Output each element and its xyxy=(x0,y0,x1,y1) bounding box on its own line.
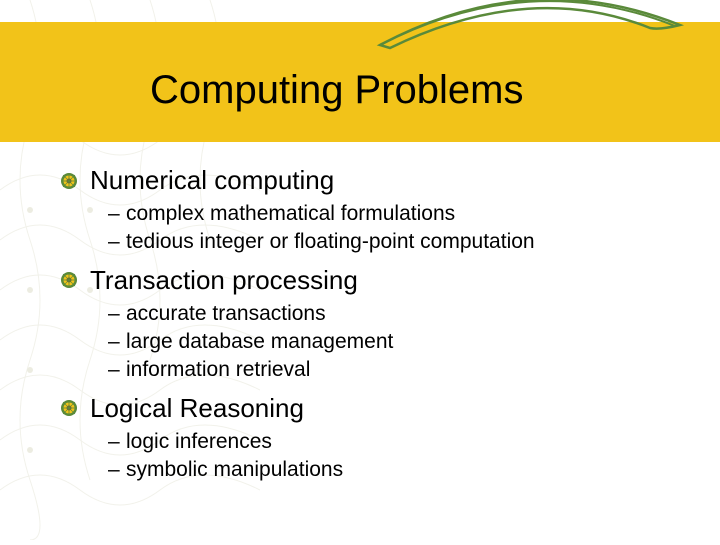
bullet-icon xyxy=(60,172,78,190)
topic-label: Logical Reasoning xyxy=(90,393,304,424)
sub-item-text: accurate transactions xyxy=(126,302,326,325)
sub-item-text: information retrieval xyxy=(126,358,310,381)
topic-item: Logical Reasoning xyxy=(60,393,680,424)
sub-list: –accurate transactions –large database m… xyxy=(108,300,680,385)
sub-item-text: complex mathematical formulations xyxy=(126,202,455,225)
sub-item-text: tedious integer or floating-point comput… xyxy=(126,230,535,253)
bullet-icon xyxy=(60,399,78,417)
sub-list: –complex mathematical formulations –tedi… xyxy=(108,200,680,257)
sub-item-text: logic inferences xyxy=(126,430,272,453)
topic-label: Numerical computing xyxy=(90,165,334,196)
content-area: Numerical computing –complex mathematica… xyxy=(60,165,680,490)
topic-item: Transaction processing xyxy=(60,265,680,296)
sub-item: –information retrieval xyxy=(108,356,680,384)
sub-item: –logic inferences xyxy=(108,428,680,456)
topic-item: Numerical computing xyxy=(60,165,680,196)
sub-item-text: symbolic manipulations xyxy=(126,458,343,481)
sub-item: –large database management xyxy=(108,328,680,356)
bullet-icon xyxy=(60,271,78,289)
topic-label: Transaction processing xyxy=(90,265,358,296)
sub-item: –accurate transactions xyxy=(108,300,680,328)
swoosh-decoration xyxy=(370,0,690,60)
sub-item: –complex mathematical formulations xyxy=(108,200,680,228)
sub-item: –tedious integer or floating-point compu… xyxy=(108,228,680,256)
slide-title: Computing Problems xyxy=(150,68,524,113)
sub-item: –symbolic manipulations xyxy=(108,456,680,484)
sub-item-text: large database management xyxy=(126,330,393,353)
sub-list: –logic inferences –symbolic manipulation… xyxy=(108,428,680,485)
